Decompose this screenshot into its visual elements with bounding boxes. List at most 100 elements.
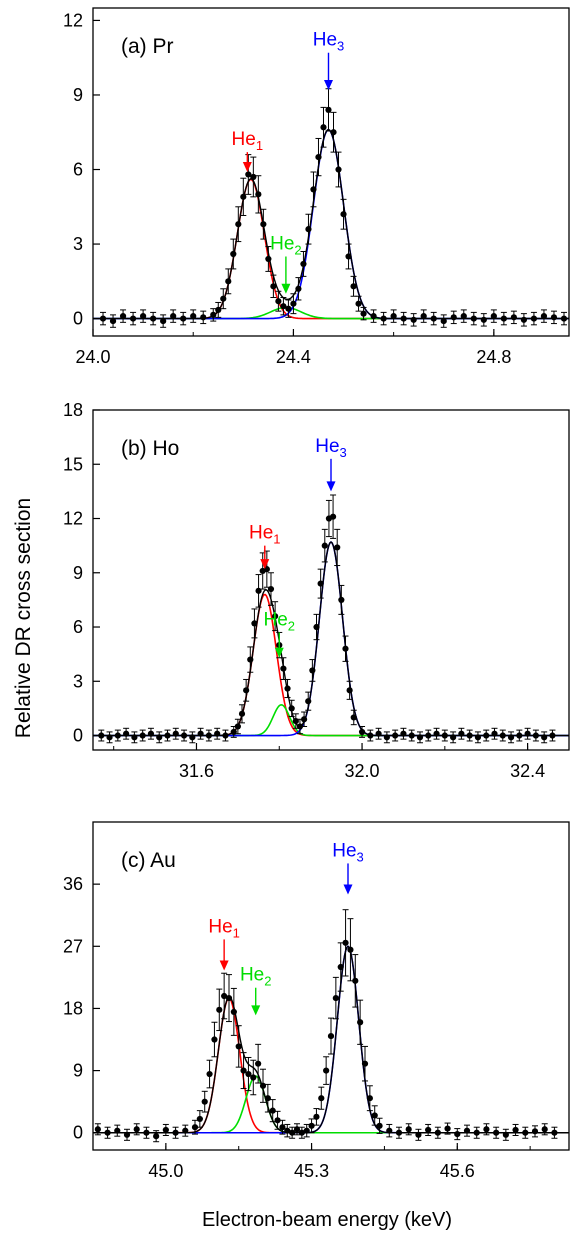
- he3-arrowhead: [323, 80, 333, 90]
- data-point: [235, 221, 242, 228]
- data-point: [330, 129, 337, 136]
- data-point: [380, 315, 387, 322]
- data-point: [318, 1095, 325, 1102]
- y-tick-label: 0: [73, 1123, 83, 1143]
- data-point: [264, 1095, 271, 1102]
- data-point: [540, 313, 548, 320]
- he1-label-subscript: 1: [233, 925, 240, 940]
- he3-fit-curve: [93, 128, 569, 320]
- data-point: [172, 1129, 179, 1136]
- data-point: [507, 734, 515, 741]
- data-point: [315, 153, 322, 161]
- data-point: [320, 124, 327, 131]
- data-point: [541, 1126, 548, 1133]
- data-point: [285, 305, 292, 312]
- y-tick-label: 36: [63, 874, 83, 894]
- data-point: [366, 1095, 373, 1102]
- data-point: [480, 316, 487, 323]
- data-points: [94, 909, 558, 1143]
- data-point: [214, 730, 221, 737]
- data-point: [313, 1113, 320, 1120]
- data-point: [289, 1129, 296, 1136]
- data-point: [512, 1126, 519, 1134]
- data-point: [520, 316, 528, 323]
- y-tick-label: 12: [63, 509, 83, 529]
- data-point: [235, 1043, 242, 1050]
- data-point: [295, 285, 302, 292]
- data-point: [206, 1070, 213, 1078]
- data-point: [260, 221, 267, 228]
- data-point: [550, 314, 558, 321]
- he3-label-subscript: 3: [357, 849, 364, 864]
- data-point: [433, 730, 440, 737]
- data-point: [255, 1060, 262, 1067]
- data-point: [408, 732, 415, 739]
- data-point: [296, 723, 304, 730]
- data-point: [358, 728, 366, 736]
- data-point: [321, 542, 328, 549]
- data-point: [410, 316, 417, 323]
- he1-label-subscript: 1: [273, 532, 280, 547]
- data-point: [240, 1067, 247, 1074]
- he3-label-subscript: 3: [340, 445, 347, 460]
- data-point: [370, 313, 377, 320]
- data-point: [400, 730, 407, 737]
- y-tick-label: 27: [63, 936, 83, 956]
- data-point: [491, 730, 498, 737]
- data-point: [189, 734, 196, 741]
- data-point: [500, 315, 507, 322]
- data-point: [284, 685, 291, 692]
- data-point: [265, 255, 272, 263]
- y-tick-label: 9: [73, 85, 83, 105]
- data-point: [300, 260, 307, 268]
- data-point: [466, 732, 473, 739]
- data-points: [98, 494, 556, 744]
- data-point: [375, 730, 382, 737]
- data-point: [225, 994, 233, 1002]
- data-point: [270, 283, 277, 290]
- data-point: [94, 1126, 101, 1133]
- data-point: [216, 1006, 223, 1013]
- x-tick-label: 31.6: [179, 761, 214, 781]
- he2-label-subscript: 2: [288, 618, 295, 633]
- data-point: [460, 313, 467, 320]
- x-tick-label: 24.0: [75, 347, 110, 367]
- he2-arrowhead: [281, 283, 291, 294]
- data-point: [247, 656, 254, 663]
- he1-label-subscript: 1: [256, 138, 263, 153]
- data-point: [450, 314, 457, 321]
- data-point: [386, 1127, 393, 1134]
- data-point: [337, 963, 344, 971]
- data-point: [222, 732, 229, 739]
- data-point: [180, 315, 187, 322]
- data-point: [196, 1115, 203, 1123]
- data-point: [160, 317, 167, 325]
- data-point: [129, 315, 137, 322]
- y-tick-label: 6: [73, 617, 83, 637]
- data-point: [524, 730, 531, 737]
- data-point: [352, 977, 359, 984]
- he2-arrowhead: [274, 647, 284, 658]
- data-points: [99, 88, 568, 328]
- data-point: [502, 1131, 509, 1138]
- data-point: [415, 1131, 422, 1138]
- he1-arrowhead: [260, 559, 270, 570]
- data-point: [109, 317, 117, 325]
- y-tick-label: 18: [63, 400, 83, 420]
- data-point: [335, 166, 342, 173]
- total-fit-curve: [93, 128, 569, 320]
- data-point: [290, 300, 297, 307]
- data-point: [251, 620, 258, 627]
- data-point: [425, 732, 432, 739]
- data-point: [153, 1133, 160, 1140]
- he2-label: He2: [270, 233, 302, 257]
- data-point: [332, 994, 339, 1002]
- data-point: [458, 730, 465, 737]
- data-point: [150, 315, 157, 322]
- data-point: [267, 585, 275, 593]
- data-point: [532, 732, 539, 739]
- data-point: [441, 732, 448, 739]
